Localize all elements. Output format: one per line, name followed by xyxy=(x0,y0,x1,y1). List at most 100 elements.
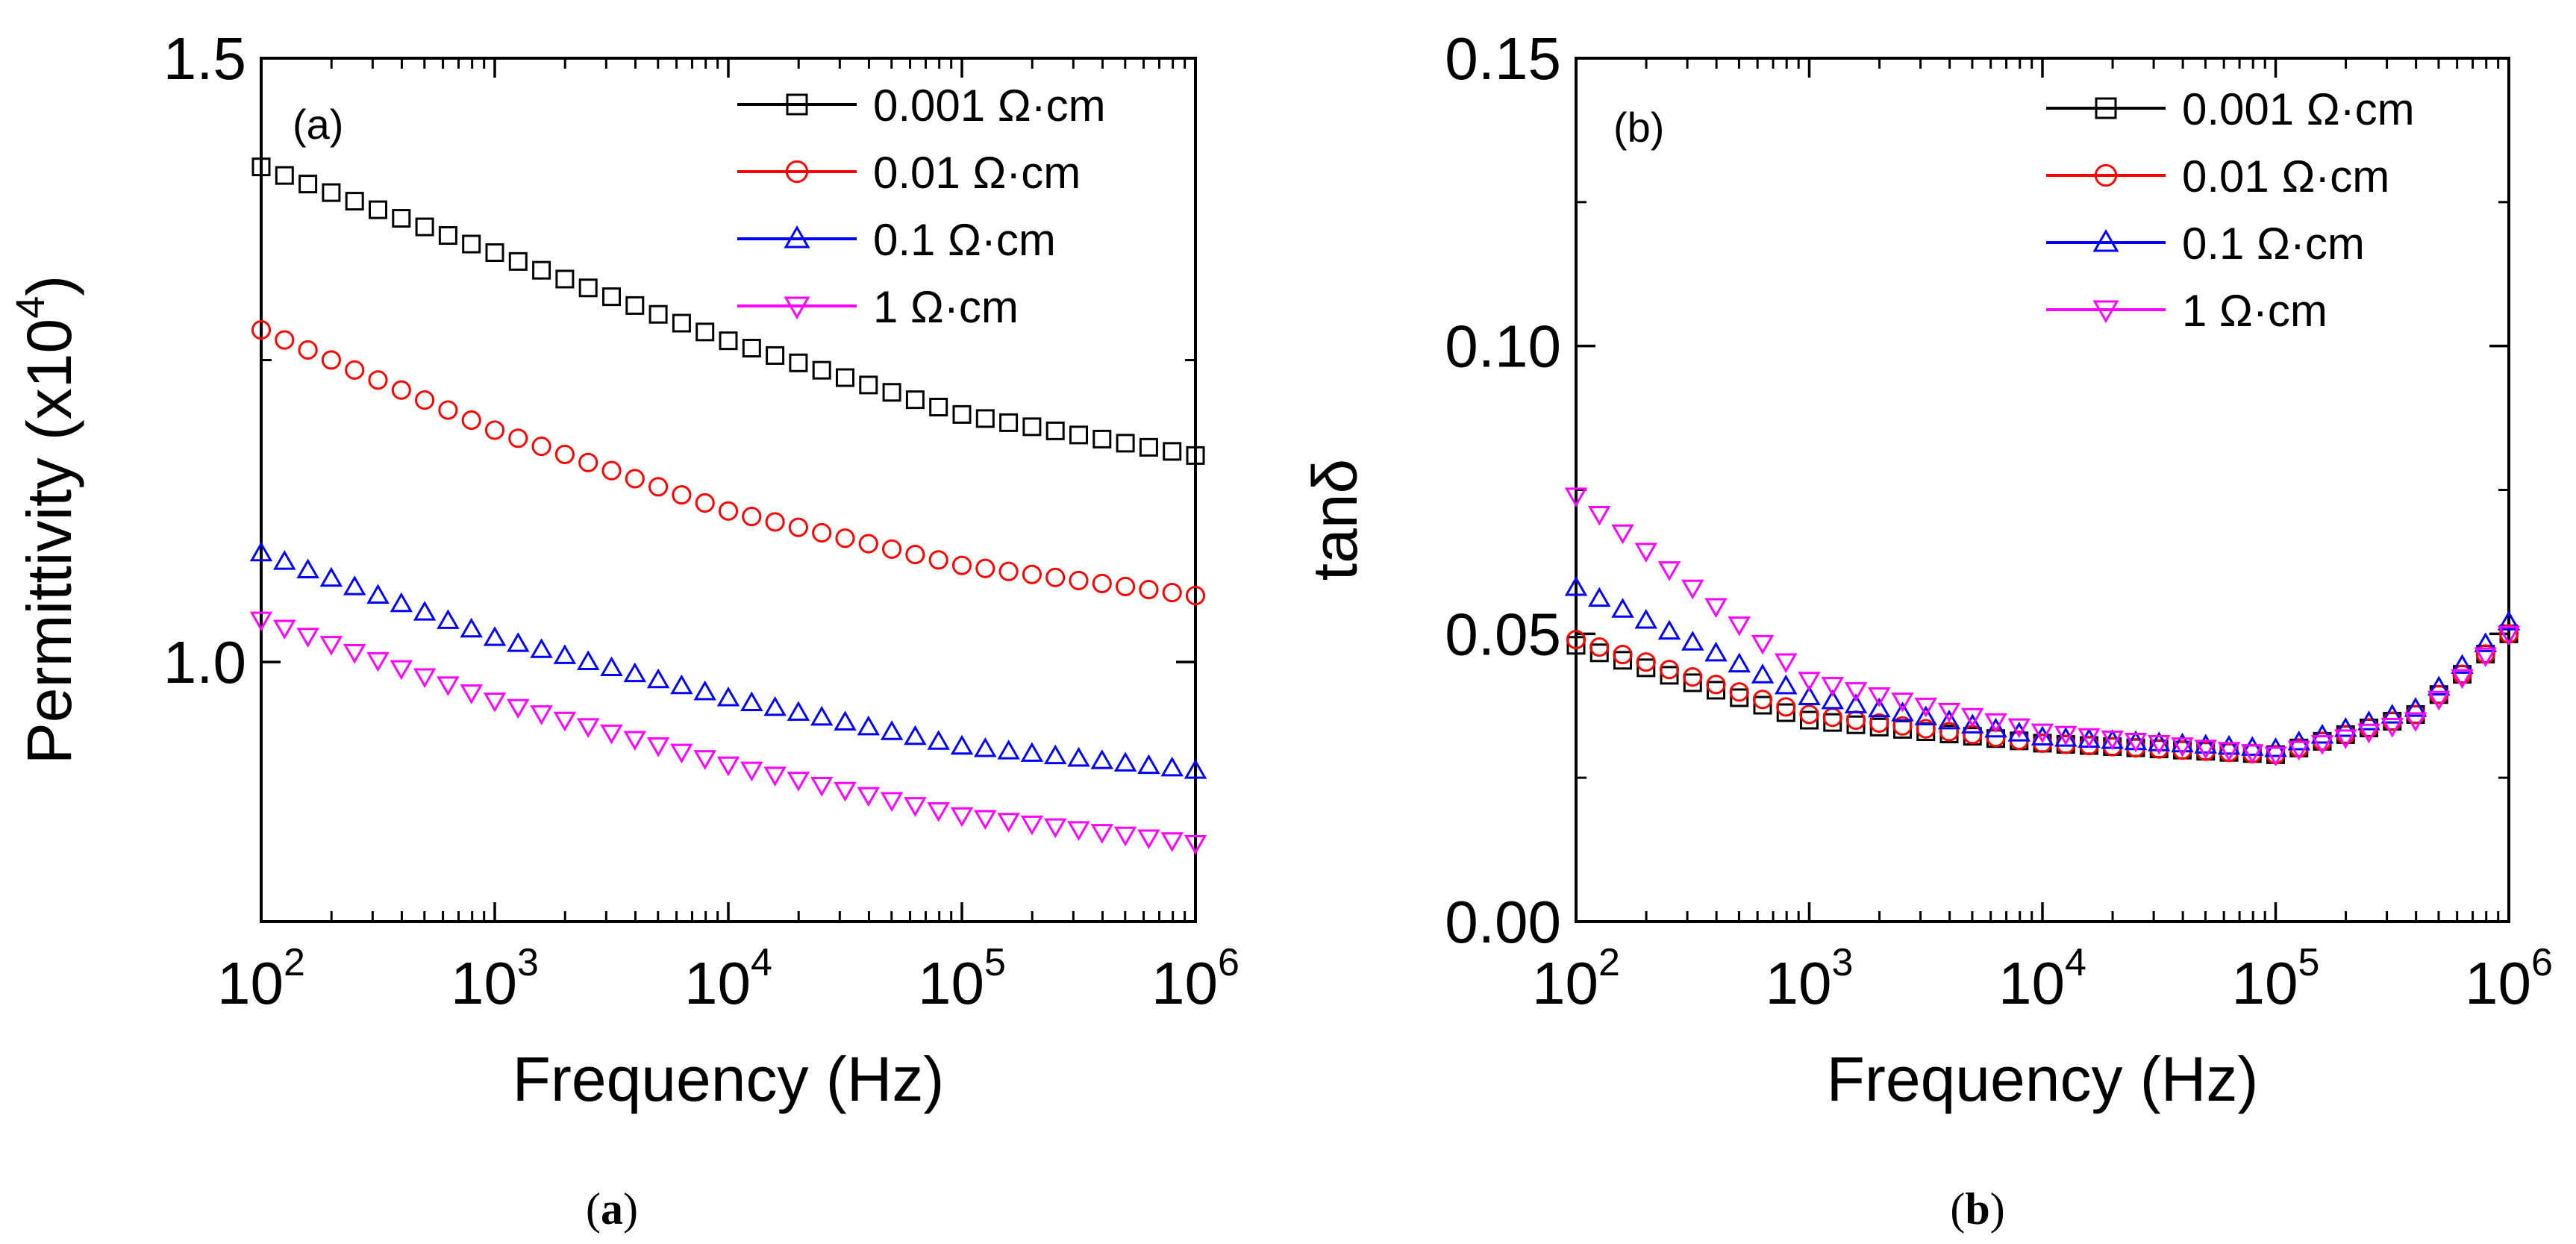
data-point xyxy=(1613,645,1633,665)
data-point xyxy=(2171,737,2194,757)
data-point xyxy=(1869,713,1889,733)
x-tick-exponent: 5 xyxy=(984,941,1006,984)
x-tick-label: 102 xyxy=(1532,941,1620,1016)
data-point xyxy=(1681,631,1704,651)
data-point xyxy=(1660,666,1679,685)
data-point xyxy=(413,668,437,689)
data-point xyxy=(415,217,434,237)
data-point xyxy=(1184,759,1207,779)
series-0 xyxy=(251,157,1205,465)
data-point xyxy=(578,452,598,472)
data-point xyxy=(1798,672,1821,692)
data-point xyxy=(927,730,950,750)
data-point xyxy=(1588,587,1611,607)
data-point xyxy=(2031,723,2054,744)
data-point xyxy=(1092,429,1112,448)
data-point xyxy=(2124,732,2148,753)
data-point xyxy=(646,668,670,689)
data-point xyxy=(2287,740,2310,761)
data-point xyxy=(880,792,904,812)
data-point xyxy=(880,720,904,740)
panel-b: 102 103 104 105 1060.000.050.100.15Frequency… xyxy=(1300,25,2553,1114)
panel-caption: (a) xyxy=(586,1184,638,1234)
data-point xyxy=(2404,712,2427,732)
data-point xyxy=(1045,567,1066,587)
data-point xyxy=(1775,674,1798,695)
data-point xyxy=(997,813,1020,833)
panel-tag: (a) xyxy=(293,101,343,148)
data-point xyxy=(765,512,785,532)
data-point xyxy=(1163,442,1182,461)
data-point xyxy=(648,477,669,497)
data-point xyxy=(2007,718,2031,739)
x-tick-exponent: 3 xyxy=(517,941,539,984)
data-point xyxy=(483,693,507,713)
data-point xyxy=(1937,702,1961,723)
data-point xyxy=(1681,579,1704,600)
data-point xyxy=(507,632,530,652)
data-point xyxy=(834,710,857,731)
data-point xyxy=(1844,693,1868,713)
data-point xyxy=(718,501,739,521)
data-point xyxy=(858,534,878,554)
data-point xyxy=(321,350,341,370)
caption-open: ( xyxy=(586,1184,601,1234)
data-point xyxy=(2451,669,2474,690)
data-point xyxy=(369,200,387,219)
data-point xyxy=(1090,749,1114,769)
x-tick-exponent: 4 xyxy=(751,941,772,984)
data-point xyxy=(834,781,857,802)
data-point xyxy=(1891,701,1914,722)
data-point xyxy=(1799,704,1819,725)
data-point xyxy=(249,611,273,632)
caption-open: ( xyxy=(1950,1184,1965,1234)
data-point xyxy=(812,522,832,543)
x-axis-title: Frequency (Hz) xyxy=(1827,1044,2259,1114)
data-point xyxy=(787,772,810,792)
data-point xyxy=(2427,690,2451,711)
caption-close: ) xyxy=(623,1184,638,1234)
data-point xyxy=(1067,746,1090,767)
x-tick-base: 10 xyxy=(918,950,984,1016)
data-point xyxy=(857,787,881,807)
data-point xyxy=(483,626,507,646)
data-point xyxy=(319,636,343,656)
y-tick-label: 0.05 xyxy=(1445,601,1561,667)
x-tick-label: 105 xyxy=(918,941,1006,1016)
data-point xyxy=(1751,634,1775,655)
data-point xyxy=(810,705,834,726)
data-point xyxy=(763,696,787,716)
data-point xyxy=(882,383,901,402)
data-point xyxy=(273,550,296,570)
x-tick-exponent: 6 xyxy=(2531,941,2553,984)
x-tick-exponent: 6 xyxy=(1218,941,1239,984)
legend: 0.001 Ω·cm 0.01 Ω·cm 0.1 Ω·cm 1 Ω·cm xyxy=(2046,84,2415,336)
data-point xyxy=(1090,824,1114,844)
data-point xyxy=(859,375,878,395)
data-point xyxy=(1683,667,1703,687)
data-point xyxy=(1728,652,1751,673)
data-point xyxy=(390,660,413,681)
data-point xyxy=(789,353,808,372)
data-point xyxy=(1939,722,1960,742)
data-point xyxy=(2241,744,2264,764)
legend-marker xyxy=(2092,229,2119,252)
x-tick-base: 10 xyxy=(2465,950,2531,1016)
data-point xyxy=(600,656,623,677)
data-point xyxy=(1891,692,1914,713)
data-point xyxy=(1045,421,1065,440)
data-point xyxy=(1914,697,1937,718)
data-point xyxy=(1961,713,1984,734)
data-point xyxy=(716,756,740,777)
data-point xyxy=(1043,744,1067,765)
data-point xyxy=(249,541,273,562)
data-point xyxy=(1113,751,1137,772)
x-tick-base: 10 xyxy=(1998,950,2065,1016)
data-point xyxy=(1043,818,1067,839)
data-point xyxy=(1846,715,1866,734)
data-point xyxy=(763,766,787,787)
data-point xyxy=(1984,717,2007,738)
y-axis-title-exponent: 4 xyxy=(8,296,53,319)
data-point xyxy=(531,437,551,457)
